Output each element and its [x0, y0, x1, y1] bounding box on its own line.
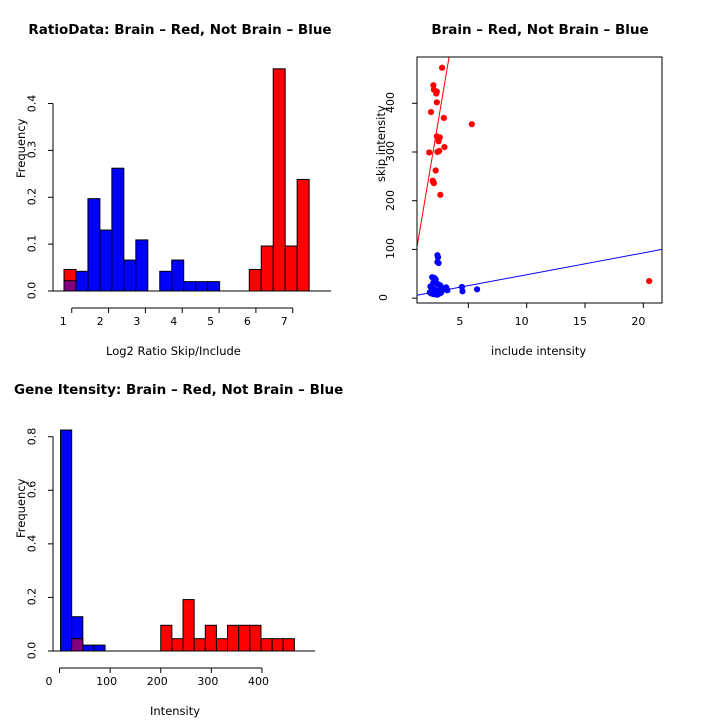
x-tick-label: 3: [133, 315, 141, 328]
gene-intensity-xlabel: Intensity: [150, 704, 201, 718]
ratio-histogram-xlabel: Log2 Ratio Skip/Include: [106, 344, 241, 358]
y-tick-label: 0.1: [25, 234, 39, 253]
x-tick-label: 2: [96, 315, 104, 328]
x-tick-label: 300: [197, 675, 219, 688]
ratio-histogram-plot: [48, 68, 331, 313]
scatter-plot: [412, 56, 663, 308]
scatter-title: Brain – Red, Not Brain – Blue: [431, 22, 649, 38]
y-tick-label: 0.2: [25, 188, 39, 206]
x-tick-label: 20: [631, 315, 646, 328]
panel-gene-intensity-histogram: Gene Itensity: Brain – Red, Not Brain – …: [0, 360, 360, 720]
ratio-histogram-ylabel: Frequency: [14, 118, 28, 178]
x-tick-label: 7: [280, 315, 288, 328]
scatter-ylabel: skip intensity: [374, 105, 388, 182]
x-tick-label: 4: [170, 315, 178, 328]
panel-ratio-histogram: RatioData: Brain – Red, Not Brain – Blue…: [0, 0, 360, 360]
x-tick-label: 10: [514, 315, 529, 328]
y-tick-label: 0.0: [25, 641, 39, 660]
panel-intensity-scatter: Brain – Red, Not Brain – Blue 5 10 15 20 0 10…: [360, 0, 720, 360]
y-tick-label: 0.0: [25, 281, 39, 300]
scatter-xlabel: include intensity: [491, 344, 587, 358]
x-tick-label: 5: [456, 315, 464, 328]
x-tick-label: 0: [45, 675, 53, 688]
x-tick-label: 1: [59, 315, 67, 328]
y-tick-label: 0.4: [25, 94, 39, 112]
ratio-histogram-title: RatioData: Brain – Red, Not Brain – Blue: [28, 22, 332, 38]
y-tick-label: 0: [377, 294, 390, 302]
x-tick-label: 6: [243, 315, 251, 328]
x-tick-label: 100: [96, 675, 118, 688]
gene-intensity-ylabel: Frequency: [14, 478, 28, 538]
x-tick-label: 5: [207, 315, 215, 328]
gene-intensity-title: Gene Itensity: Brain – Red, Not Brain – …: [14, 382, 344, 398]
x-tick-label: 200: [146, 675, 168, 688]
gene-intensity-plot: [48, 429, 315, 673]
y-tick-label: 0.2: [25, 588, 39, 606]
y-tick-label: 0.8: [25, 427, 39, 445]
y-tick-label: 100: [384, 238, 397, 260]
x-tick-label: 15: [573, 315, 587, 328]
x-tick-label: 400: [247, 675, 269, 688]
panel-gene-info: G7153325@J939171_RC@j_at altTxStart Sfxn…: [360, 360, 720, 720]
y-tick-label: 200: [384, 189, 397, 211]
